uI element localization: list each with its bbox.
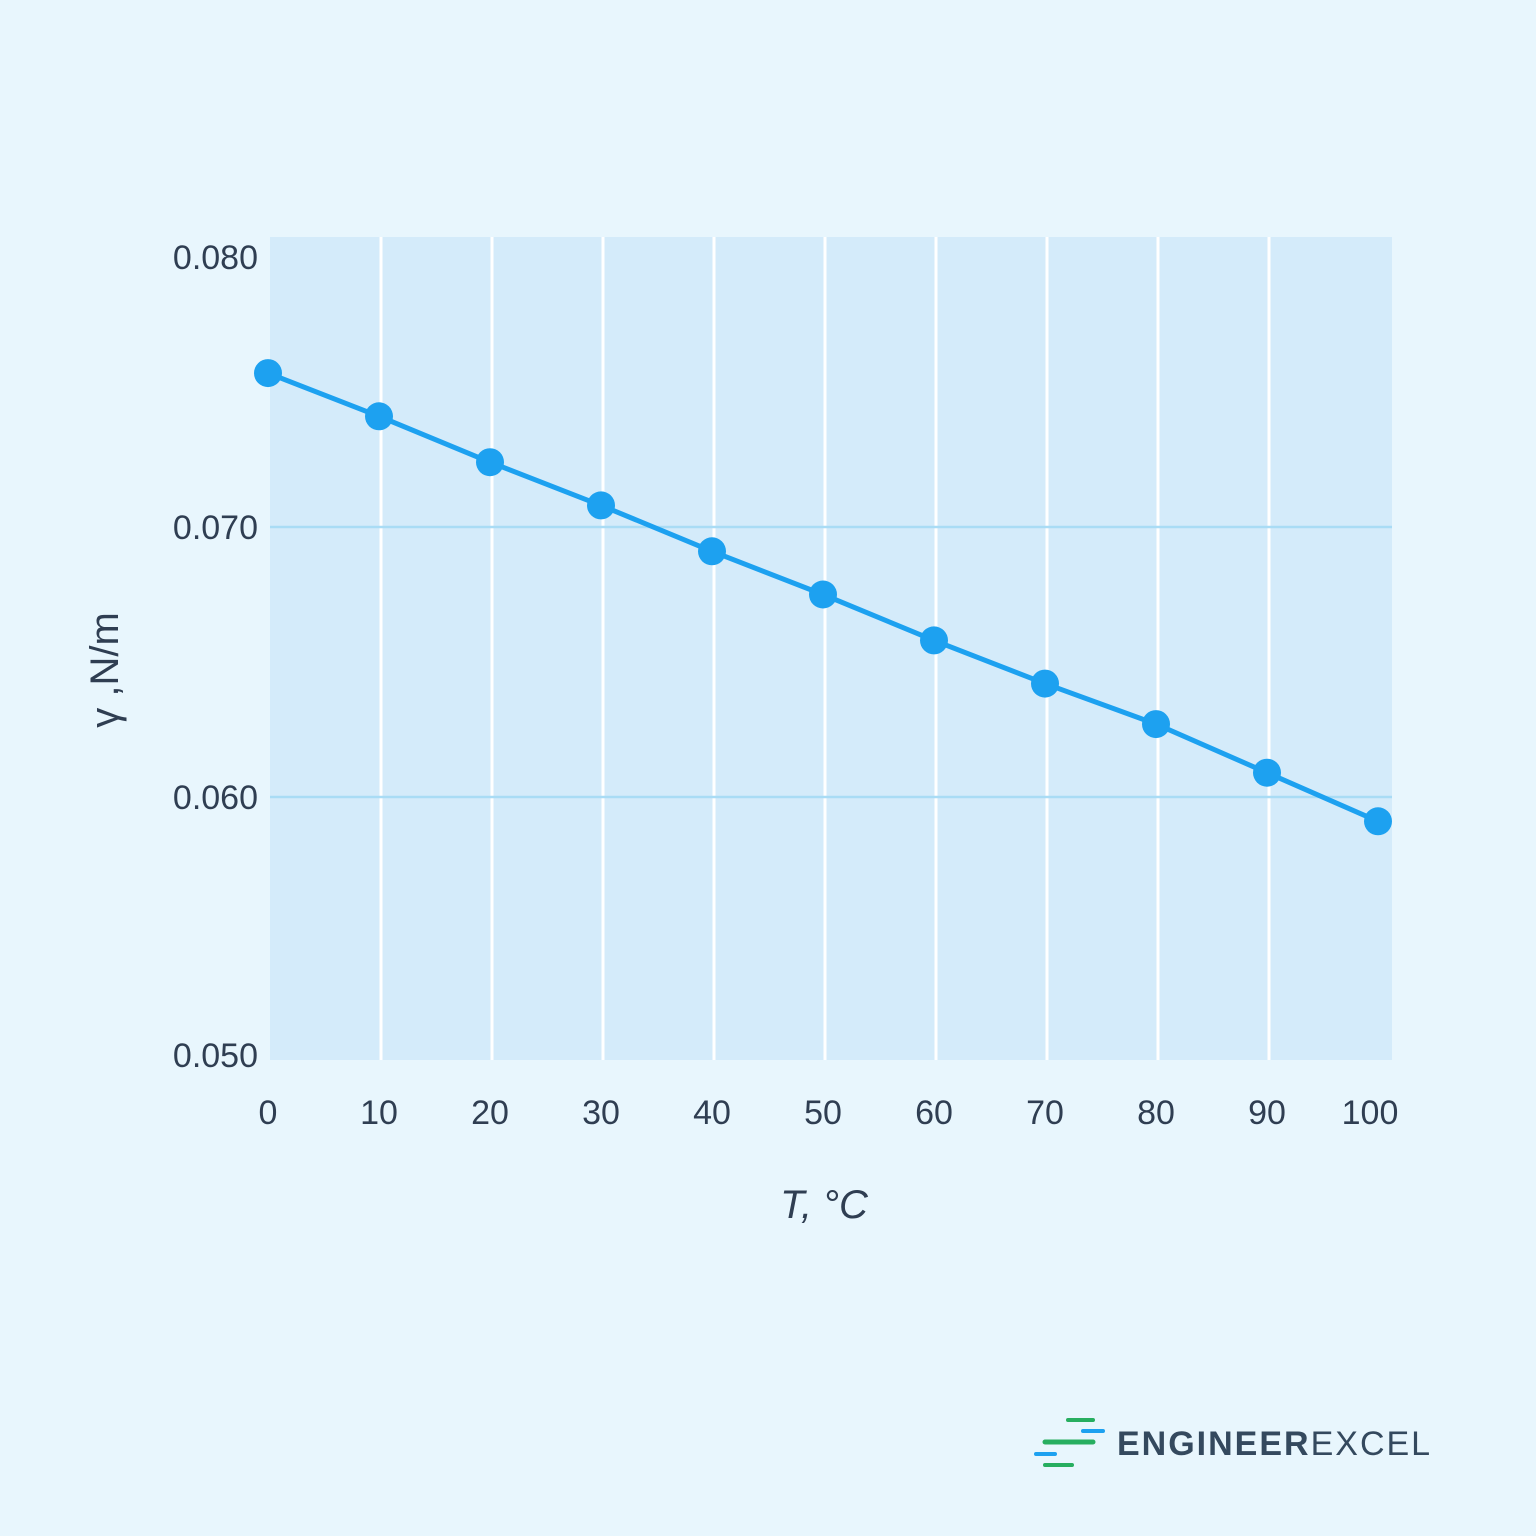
x-tick-label: 30: [582, 1094, 620, 1132]
x-tick-label: 10: [360, 1094, 398, 1132]
data-point: [920, 626, 948, 655]
plot-area: [270, 237, 1392, 1060]
data-point: [1142, 710, 1170, 739]
x-tick-label: 90: [1248, 1094, 1286, 1132]
x-axis-label: T, °C: [780, 1183, 869, 1227]
x-tick-label: 20: [471, 1094, 509, 1132]
data-point: [365, 402, 393, 431]
y-tick-label: 0.050: [173, 1037, 258, 1075]
data-point: [1031, 669, 1059, 698]
x-tick-label: 70: [1026, 1094, 1064, 1132]
data-point: [1253, 758, 1281, 787]
y-tick-label: 0.080: [173, 239, 258, 277]
data-point: [1364, 807, 1392, 836]
x-tick-label: 50: [804, 1094, 842, 1132]
logo-text-bold: ENGINEER: [1117, 1425, 1311, 1463]
y-tick-label: 0.070: [173, 509, 258, 547]
data-point: [476, 448, 504, 477]
logo-mark-icon: [1034, 1418, 1105, 1467]
data-point: [254, 359, 282, 388]
data-point: [698, 537, 726, 566]
data-point: [587, 491, 615, 520]
x-tick-label: 60: [915, 1094, 953, 1132]
engineerexcel-logo: ENGINEEREXCEL: [1034, 1418, 1432, 1467]
logo-text-light: EXCEL: [1311, 1425, 1433, 1463]
y-axis-label: γ ,N/m: [83, 612, 127, 728]
x-tick-label: 100: [1342, 1094, 1399, 1132]
svg-text:ENGINEEREXCEL: ENGINEEREXCEL: [1117, 1425, 1432, 1463]
x-tick-label: 0: [259, 1094, 278, 1132]
x-tick-label: 40: [693, 1094, 731, 1132]
x-tick-label: 80: [1137, 1094, 1175, 1132]
data-point: [809, 580, 837, 609]
y-tick-label: 0.060: [173, 779, 258, 817]
